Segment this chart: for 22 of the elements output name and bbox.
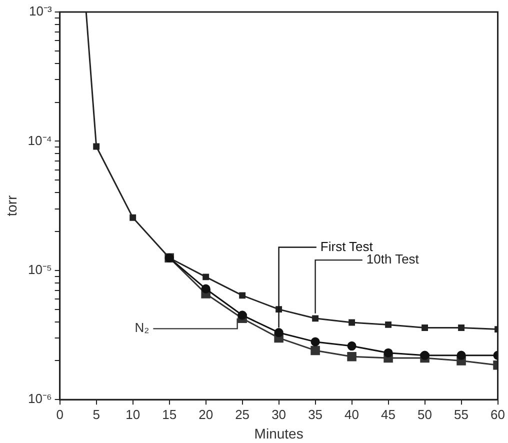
x-tick-label: 50: [418, 406, 432, 422]
x-tick-label: 60: [490, 406, 506, 422]
x-tick-label: 20: [198, 406, 214, 422]
x-tick-label: 30: [272, 406, 286, 422]
y-tick-label: 10⁻⁶: [28, 391, 52, 406]
x-tick-label: 40: [344, 406, 360, 422]
y-axis-title: torr: [3, 194, 20, 216]
text: 10th Test: [366, 252, 420, 267]
x-tick-label: 10: [126, 406, 140, 422]
text: First Test: [320, 238, 374, 254]
y-tick-label: 10⁻³: [29, 4, 53, 19]
text: N₂: [134, 320, 150, 336]
x-tick-label: 55: [454, 406, 469, 422]
x-tick-label: 45: [381, 406, 396, 422]
x-tick-label: 25: [235, 406, 250, 422]
x-tick-label: 5: [92, 406, 100, 422]
x-tick-label: 0: [56, 406, 64, 422]
x-tick-label: 35: [308, 406, 323, 422]
x-tick-label: 15: [162, 406, 177, 422]
y-tick-label: 10⁻⁵: [28, 262, 52, 277]
y-tick-label: 10⁻⁴: [28, 132, 52, 148]
x-axis-title: Minutes: [254, 425, 304, 442]
